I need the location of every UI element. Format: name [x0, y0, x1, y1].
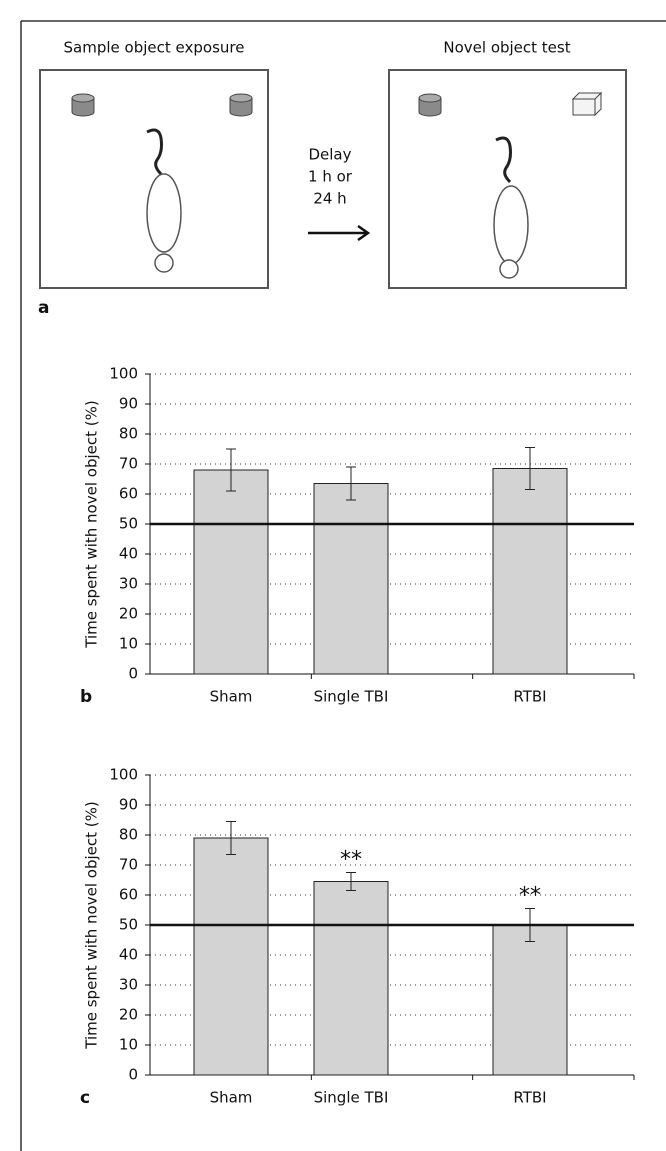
bar [194, 470, 268, 674]
cylinder-top [72, 94, 94, 102]
head [500, 260, 518, 278]
y-tick-label: 100 [109, 766, 138, 784]
x-tick-label: Single TBI [314, 688, 389, 706]
y-tick-label: 70 [119, 856, 138, 874]
panel-label: c [80, 1088, 90, 1108]
y-tick-label: 80 [119, 826, 138, 844]
bar [493, 469, 567, 675]
y-axis-label: Time spent with novel object (%) [83, 801, 101, 1049]
x-tick-label: RTBI [513, 688, 546, 706]
panel-label: b [80, 687, 92, 707]
y-tick-label: 40 [119, 946, 138, 964]
annotation: ** [519, 884, 541, 909]
body [147, 174, 181, 252]
y-tick-label: 0 [128, 665, 138, 683]
y-axis-label: Time spent with novel object (%) [83, 400, 101, 648]
x-tick-label: Sham [210, 688, 253, 706]
y-tick-label: 50 [119, 916, 138, 934]
cube [573, 93, 601, 115]
x-tick-label: Sham [210, 1089, 253, 1107]
y-tick-label: 90 [119, 395, 138, 413]
arrow-label: Delay [308, 146, 351, 164]
arrow-label: 1 h or [308, 168, 353, 186]
y-tick-label: 20 [119, 605, 138, 623]
x-tick-label: RTBI [513, 1089, 546, 1107]
right-title: Novel object test [443, 39, 570, 57]
annotation: ** [340, 848, 362, 873]
left-title: Sample object exposure [64, 39, 245, 57]
page: Sample object exposure Novel object test… [0, 0, 666, 1151]
panel-a: Sample object exposure Novel object test… [38, 39, 626, 319]
bar [493, 925, 567, 1075]
bar [314, 882, 388, 1076]
y-tick-label: 30 [119, 976, 138, 994]
y-tick-label: 90 [119, 796, 138, 814]
arrow [308, 226, 368, 240]
y-tick-label: 80 [119, 425, 138, 443]
arrow-label: 24 h [313, 190, 346, 208]
y-tick-label: 50 [119, 515, 138, 533]
y-tick-label: 60 [119, 485, 138, 503]
x-tick-label: Single TBI [314, 1089, 389, 1107]
y-tick-label: 10 [119, 635, 138, 653]
y-tick-label: 70 [119, 455, 138, 473]
y-tick-label: 40 [119, 545, 138, 563]
y-tick-label: 20 [119, 1006, 138, 1024]
cylinder-top [419, 94, 441, 102]
y-tick-label: 0 [128, 1066, 138, 1084]
head [155, 254, 173, 272]
y-tick-label: 100 [109, 365, 138, 383]
bar [194, 838, 268, 1075]
figure: Sample object exposure Novel object test… [0, 0, 666, 1151]
y-tick-label: 30 [119, 575, 138, 593]
cylinder-top [230, 94, 252, 102]
body [494, 186, 528, 264]
y-tick-label: 60 [119, 886, 138, 904]
y-tick-label: 10 [119, 1036, 138, 1054]
bar [314, 484, 388, 675]
panel-label: a [38, 298, 49, 318]
